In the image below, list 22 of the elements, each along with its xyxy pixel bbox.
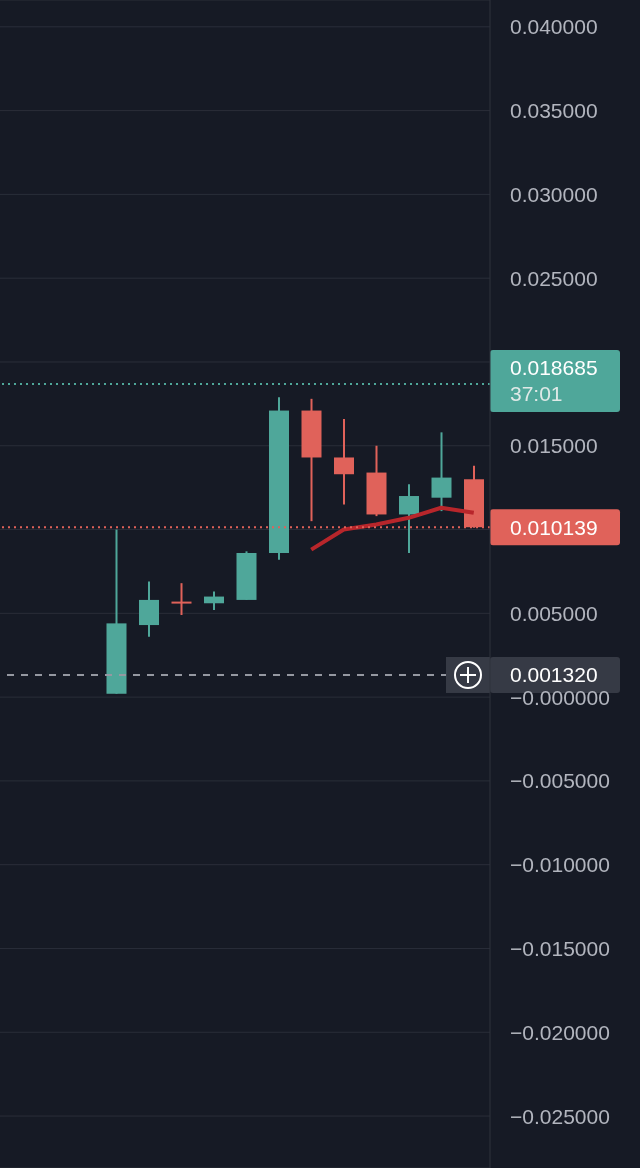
y-tick-label: −0.025000: [510, 1104, 610, 1128]
y-tick-label: 0.025000: [510, 266, 598, 290]
y-tick-label: −0.015000: [510, 936, 610, 960]
y-tick-label: −0.010000: [510, 853, 610, 877]
y-tick-label: −0.020000: [510, 1020, 610, 1044]
y-tick-label: 0.005000: [510, 601, 598, 625]
ref-line-label: 0.018685: [510, 356, 598, 380]
y-tick-label: −0.000000: [510, 685, 610, 709]
y-tick-label: 0.030000: [510, 182, 598, 206]
candlestick: [171, 582, 192, 616]
y-tick-label: 0.040000: [510, 15, 598, 39]
y-tick-label: −0.005000: [510, 769, 610, 793]
ref-line-label: 0.010139: [510, 515, 598, 539]
y-tick-label: 0.015000: [510, 434, 598, 458]
candlestick: [204, 590, 224, 611]
line-series: [309, 505, 476, 552]
ref-line-label: 0.001320: [510, 663, 598, 687]
y-tick-label: 0.035000: [510, 99, 598, 123]
text: 37:01: [510, 382, 563, 406]
candlestick: [431, 431, 452, 513]
candlestick: [399, 483, 419, 554]
candlestick: [334, 417, 354, 506]
